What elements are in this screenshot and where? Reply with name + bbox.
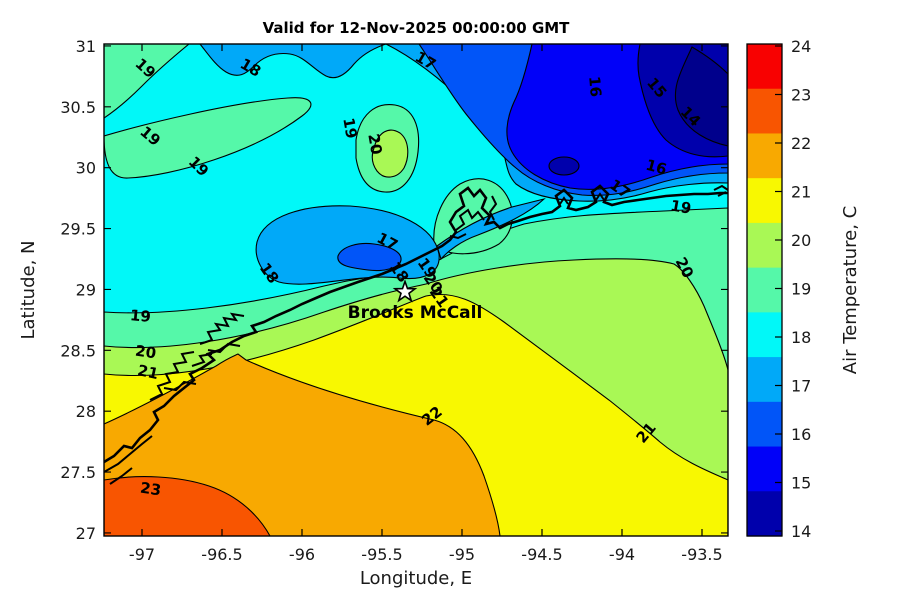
colorbar-tick-labels: 24 23 22 21 20 19 18 17 16 15 14 (791, 37, 811, 541)
x-axis-label: Longitude, E (360, 568, 472, 589)
svg-text:20: 20 (791, 231, 811, 250)
svg-text:29.5: 29.5 (60, 220, 96, 239)
region-lt14 (674, 46, 728, 147)
y-axis-label: Latitude, N (18, 241, 39, 340)
region-17-18-channel (436, 197, 546, 261)
svg-text:21: 21 (136, 361, 160, 383)
svg-text:19: 19 (669, 196, 693, 217)
axes-box (103, 43, 729, 537)
svg-text:-94: -94 (609, 545, 635, 564)
region-20-21-core (371, 129, 409, 178)
svg-text:24: 24 (791, 37, 811, 56)
x-tick-labels: -97 -96.5 -96 -95.5 -95 -94.5 -94 -93.5 (129, 545, 723, 564)
colorbar-frame (746, 43, 783, 537)
svg-text:30.5: 30.5 (60, 98, 96, 117)
region-19-20-topleft (104, 44, 190, 119)
svg-text:-93.5: -93.5 (681, 545, 722, 564)
colorbar-label: Air Temperature, C (840, 206, 861, 374)
svg-text:27.5: 27.5 (60, 463, 96, 482)
svg-text:-97: -97 (129, 545, 155, 564)
svg-text:30: 30 (76, 159, 96, 178)
svg-text:28: 28 (76, 402, 96, 421)
y-tick-labels: 27 27.5 28 28.5 29 29.5 30 30.5 31 (60, 37, 96, 543)
svg-text:28.5: 28.5 (60, 341, 96, 360)
coastline (104, 184, 728, 485)
axis-inner-ticks (104, 44, 728, 536)
svg-text:15: 15 (791, 474, 811, 493)
ship-label: Brooks McCall (348, 303, 483, 323)
svg-text:19: 19 (129, 306, 151, 326)
region-14-15-blob (548, 156, 580, 176)
svg-text:17: 17 (791, 377, 811, 396)
colorbar-ticks (775, 45, 782, 532)
region-19-20-sliver (104, 97, 312, 179)
region-23-24-corner (104, 476, 271, 536)
svg-text:14: 14 (791, 522, 811, 541)
svg-text:23: 23 (791, 86, 811, 105)
svg-text:20: 20 (134, 342, 157, 363)
region-17-18-topstrip (199, 44, 387, 79)
svg-text:18: 18 (791, 328, 811, 347)
svg-text:22: 22 (791, 134, 811, 153)
svg-text:-95.5: -95.5 (361, 545, 402, 564)
ship-marker-star[interactable] (392, 279, 418, 303)
plot-title: Valid for 12-Nov-2025 00:00:00 GMT (263, 19, 571, 37)
colorbar-bands (747, 44, 782, 537)
svg-text:-96.5: -96.5 (201, 545, 242, 564)
svg-text:31: 31 (76, 37, 96, 56)
svg-text:-95: -95 (449, 545, 475, 564)
svg-text:19: 19 (339, 116, 360, 140)
svg-text:21: 21 (791, 183, 811, 202)
svg-text:16: 16 (585, 75, 605, 97)
svg-text:29: 29 (76, 280, 96, 299)
svg-text:23: 23 (139, 479, 162, 500)
svg-text:16: 16 (644, 156, 669, 179)
colorbar[interactable]: 24 23 22 21 20 19 18 17 16 15 14 Air Temperature, … (746, 37, 861, 541)
svg-text:-96: -96 (289, 545, 315, 564)
svg-text:-94.5: -94.5 (521, 545, 562, 564)
svg-text:16: 16 (791, 425, 811, 444)
svg-text:27: 27 (76, 524, 96, 543)
region-16-17-pool-core (337, 242, 402, 272)
svg-text:20: 20 (364, 132, 385, 156)
svg-text:19: 19 (791, 280, 811, 299)
